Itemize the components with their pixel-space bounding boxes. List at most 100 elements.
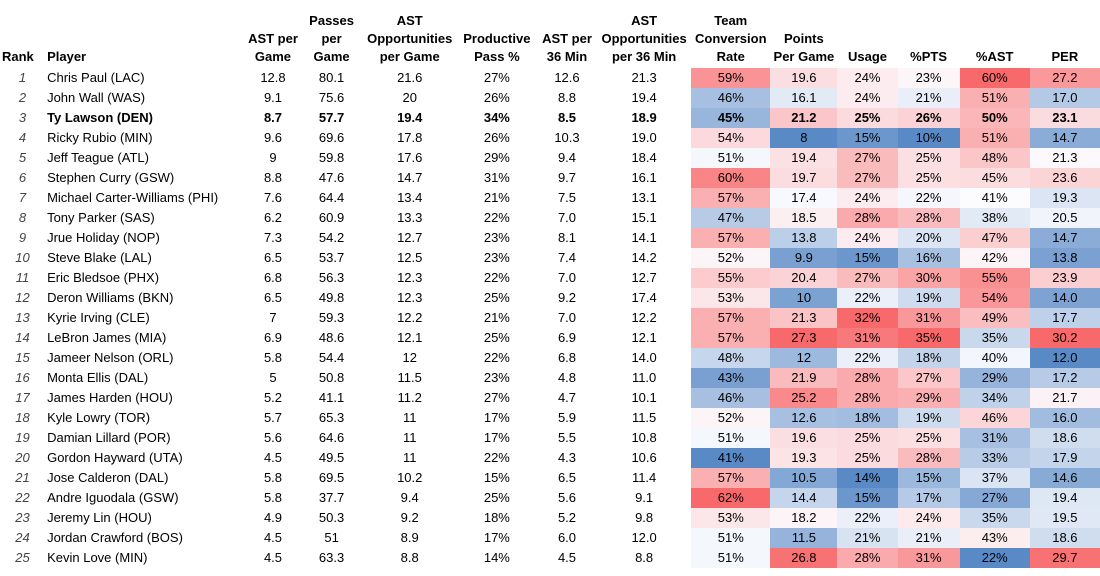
stat-cell: 60% <box>691 168 771 188</box>
stat-cell: 7.0 <box>557 210 577 225</box>
stat-cell: 22% <box>837 288 898 308</box>
stat-cell: 42% <box>959 248 1030 268</box>
stat-cell: 19.6 <box>770 428 838 448</box>
stat-cell: 35% <box>959 508 1030 528</box>
stat-cell: 46% <box>691 388 771 408</box>
stat-cell: 12 <box>770 348 838 368</box>
table-body: 1 Chris Paul (LAC) 12.8 80.1 21.6 27% 12.6 21.3… <box>0 68 1100 568</box>
stat-cell: 18.6 <box>1029 528 1100 548</box>
stat-cell: 14.0 <box>631 350 657 365</box>
player-cell: John Wall (WAS) <box>47 90 146 105</box>
stat-cell: 20.5 <box>1029 208 1100 228</box>
table-row: 2 John Wall (WAS) 9.1 75.6 20 26% 8.8 19.4 46% 16… <box>0 88 1100 108</box>
stat-cell: 15% <box>837 248 898 268</box>
rank-cell: 12 <box>15 290 30 305</box>
player-cell: Michael Carter-Williams (PHI) <box>47 190 219 205</box>
column-header: Rank <box>2 49 34 64</box>
column-header: AST per 36 Min <box>542 31 592 64</box>
stat-cell: 9.7 <box>557 170 577 185</box>
stat-cell: 17% <box>483 410 510 425</box>
table-row: 21 Jose Calderon (DAL) 5.8 69.5 10.2 15% 6.5 11… <box>0 468 1100 488</box>
column-header: Productive Pass % <box>463 31 531 64</box>
stat-cell: 24% <box>837 68 898 88</box>
stat-cell: 24% <box>837 88 898 108</box>
stat-cell: 34% <box>483 110 510 125</box>
stat-cell: 25% <box>897 148 960 168</box>
player-cell: Gordon Hayward (UTA) <box>47 450 183 465</box>
column-header: Team Conversion Rate <box>695 13 767 64</box>
stat-cell: 4.5 <box>263 550 283 565</box>
player-cell: Jordan Crawford (BOS) <box>47 530 183 545</box>
rank-cell: 3 <box>18 110 27 125</box>
stat-cell: 43% <box>959 528 1030 548</box>
stat-cell: 50.8 <box>318 370 345 385</box>
stat-cell: 59.3 <box>318 310 345 325</box>
stat-cell: 14.7 <box>397 170 423 185</box>
rank-cell: 10 <box>15 250 30 265</box>
rank-cell: 2 <box>18 90 27 105</box>
stat-cell: 21.9 <box>770 368 838 388</box>
stat-cell: 12 <box>402 350 417 365</box>
stat-cell: 10.5 <box>770 468 838 488</box>
stat-cell: 10.2 <box>397 470 423 485</box>
rank-cell: 6 <box>18 170 27 185</box>
table-row: 20 Gordon Hayward (UTA) 4.5 49.5 11 22% 4.3 10.… <box>0 448 1100 468</box>
stat-cell: 49.5 <box>318 450 345 465</box>
rank-cell: 18 <box>15 410 30 425</box>
stat-cell: 12.0 <box>1029 348 1100 368</box>
stat-cell: 21% <box>837 528 898 548</box>
rank-cell: 24 <box>15 530 30 545</box>
stat-cell: 10% <box>897 128 960 148</box>
stat-cell: 54.2 <box>318 230 345 245</box>
stat-cell: 49.8 <box>318 290 345 305</box>
rank-cell: 17 <box>15 390 30 405</box>
stat-cell: 17.8 <box>397 130 423 145</box>
column-header: PER <box>1051 49 1079 64</box>
stat-cell: 57% <box>691 328 771 348</box>
table-row: 3 Ty Lawson (DEN) 8.7 57.7 19.4 34% 8.5 18.9 45%… <box>0 108 1100 128</box>
stat-cell: 11.5 <box>631 410 657 425</box>
stat-cell: 18.2 <box>770 508 838 528</box>
stat-cell: 22% <box>959 548 1030 568</box>
stat-cell: 47% <box>959 228 1030 248</box>
stat-cell: 50% <box>959 108 1030 128</box>
stat-cell: 10.1 <box>631 390 657 405</box>
player-cell: Jeremy Lin (HOU) <box>47 510 152 525</box>
stat-cell: 12.7 <box>397 230 423 245</box>
stat-cell: 11.5 <box>770 528 838 548</box>
stat-cell: 23% <box>483 370 510 385</box>
rank-cell: 21 <box>15 470 30 485</box>
stat-cell: 13.1 <box>631 190 657 205</box>
stat-cell: 25% <box>837 448 898 468</box>
table-row: 10 Steve Blake (LAL) 6.5 53.7 12.5 23% 7.4 14.2… <box>0 248 1100 268</box>
stat-cell: 57.7 <box>318 110 345 125</box>
stat-cell: 13.8 <box>1029 248 1100 268</box>
stat-cell: 33% <box>959 448 1030 468</box>
stat-cell: 23% <box>483 230 510 245</box>
stat-cell: 55% <box>691 268 771 288</box>
stat-cell: 25% <box>897 168 960 188</box>
stat-cell: 14.7 <box>1029 128 1100 148</box>
stat-cell: 5.8 <box>263 470 283 485</box>
stat-cell: 6.9 <box>557 330 577 345</box>
stat-cell: 55% <box>959 268 1030 288</box>
stat-cell: 37% <box>959 468 1030 488</box>
stat-cell: 12.2 <box>397 310 423 325</box>
stat-cell: 23% <box>483 250 510 265</box>
stat-cell: 28% <box>837 208 898 228</box>
stat-cell: 8.8 <box>263 170 283 185</box>
stat-cell: 29.7 <box>1029 548 1100 568</box>
rank-cell: 4 <box>18 130 27 145</box>
stat-cell: 4.3 <box>557 450 577 465</box>
table-row: 4 Ricky Rubio (MIN) 9.6 69.6 17.8 26% 10.3 19.0… <box>0 128 1100 148</box>
stat-cell: 9.8 <box>635 510 654 525</box>
table-row: 9 Jrue Holiday (NOP) 7.3 54.2 12.7 23% 8.1 14.1… <box>0 228 1100 248</box>
stat-cell: 53% <box>691 508 771 528</box>
stat-cell: 28% <box>897 208 960 228</box>
stat-cell: 25% <box>483 290 510 305</box>
stat-cell: 31% <box>897 308 960 328</box>
stat-cell: 5.8 <box>263 350 283 365</box>
stat-cell: 12.1 <box>631 330 657 345</box>
stat-cell: 60% <box>959 68 1030 88</box>
